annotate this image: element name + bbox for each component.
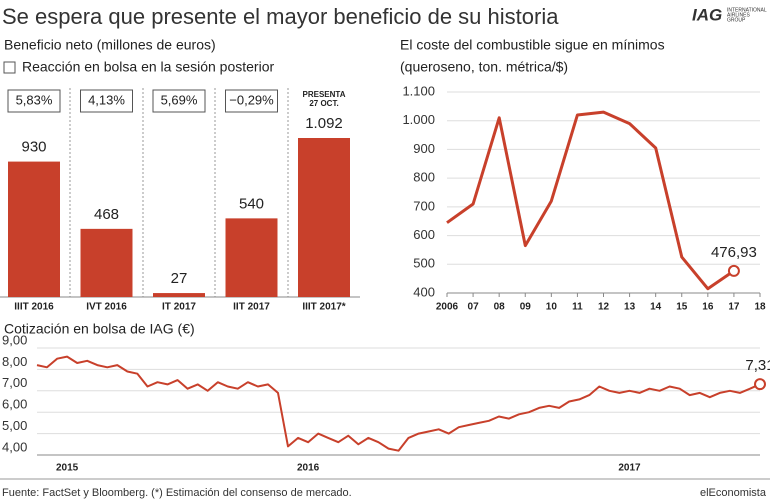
logo-sub: INTERNATIONAL (727, 7, 767, 13)
source: Fuente: FactSet y Bloomberg. (*) Estimac… (2, 487, 352, 499)
legend-label: Reacción en bolsa en la sesión posterior (22, 59, 274, 75)
x-tick-label: 15 (676, 302, 688, 313)
logo-sub: GROUP (727, 17, 746, 23)
logo: IAG (692, 5, 722, 24)
x-tick-label: IVT 2016 (86, 302, 127, 313)
y-tick-label: 800 (413, 170, 435, 185)
value-label: 7,31 (745, 357, 770, 374)
value-label: 468 (94, 206, 119, 223)
bar (298, 138, 350, 297)
bar (225, 218, 278, 297)
value-label: 1.092 (305, 115, 343, 132)
y-tick-label: 5,00 (2, 418, 27, 433)
reaction-label: 5,83% (16, 92, 53, 107)
x-tick-label: 11 (572, 302, 583, 313)
x-tick-label: 16 (702, 302, 714, 313)
bar (80, 228, 133, 297)
x-tick-label: 14 (650, 302, 662, 313)
y-tick-label: 8,00 (2, 354, 27, 369)
y-tick-label: 1.000 (402, 112, 435, 127)
line-title: El coste del combustible sigue en mínimo… (400, 37, 665, 53)
reaction-label: −0,29% (229, 92, 274, 107)
x-tick-label: 2016 (297, 463, 320, 474)
point (754, 378, 766, 391)
y-tick-label: 400 (413, 284, 435, 299)
separators (69, 88, 289, 297)
x-tick-label: 2017 (618, 463, 641, 474)
reaction-label: 4,13% (88, 92, 125, 107)
y-tick-label: 4,00 (2, 439, 27, 454)
x-tick-label: 08 (494, 302, 506, 313)
x-tick-label: 2015 (56, 463, 79, 474)
x-tick-label: IIT 2017 (233, 302, 270, 313)
y-tick-label: 7,00 (2, 375, 27, 390)
x-tick-label: 10 (546, 302, 558, 313)
x-tick-label: IIIT 2017* (302, 302, 345, 313)
legend-box (3, 61, 16, 74)
note: 27 OCT. (309, 99, 338, 108)
x-tick-label: 13 (624, 302, 636, 313)
title: Se espera que presente el mayor benefici… (2, 4, 559, 29)
y-tick-label: 9,00 (2, 332, 27, 347)
line (446, 110, 735, 291)
x-tick-label: IT 2017 (162, 302, 196, 313)
price-title: Cotización en bolsa de IAG (€) (4, 321, 195, 337)
y-tick-label: 600 (413, 227, 435, 242)
x-tick-label: IIIT 2016 (14, 302, 54, 313)
x-tick-label: 12 (598, 302, 610, 313)
point (727, 264, 740, 277)
value-label: 540 (239, 195, 264, 212)
value-label: 476,93 (711, 244, 757, 261)
reaction-box (225, 89, 278, 113)
brand: elEconomista (700, 487, 767, 499)
reaction-label: 5,69% (161, 92, 198, 107)
note: PRESENTA (303, 90, 346, 99)
line (36, 355, 761, 452)
logo-sub: AIRLINES (727, 12, 750, 18)
x-tick-label: 09 (520, 302, 532, 313)
x-tick-label: 07 (468, 302, 480, 313)
reaction-box (152, 89, 206, 113)
y-tick-label: 500 (413, 256, 435, 271)
bar (153, 293, 205, 297)
y-tick-label: 1.100 (402, 83, 435, 98)
x-tick-label: 2006 (436, 302, 459, 313)
y-tick-label: 700 (413, 198, 435, 213)
y-tick-label: 6,00 (2, 397, 27, 412)
y-tick-label: 900 (413, 141, 435, 156)
x-tick-label: 18 (754, 302, 766, 313)
reaction-box (80, 89, 133, 113)
x-tick-label: 17 (728, 302, 740, 313)
line-subtitle: (queroseno, ton. métrica/$) (400, 59, 568, 75)
bar-title: Beneficio neto (millones de euros) (4, 37, 216, 53)
value-label: 930 (21, 139, 46, 156)
bar (8, 161, 60, 297)
value-label: 27 (171, 270, 188, 287)
reaction-box (7, 89, 61, 113)
